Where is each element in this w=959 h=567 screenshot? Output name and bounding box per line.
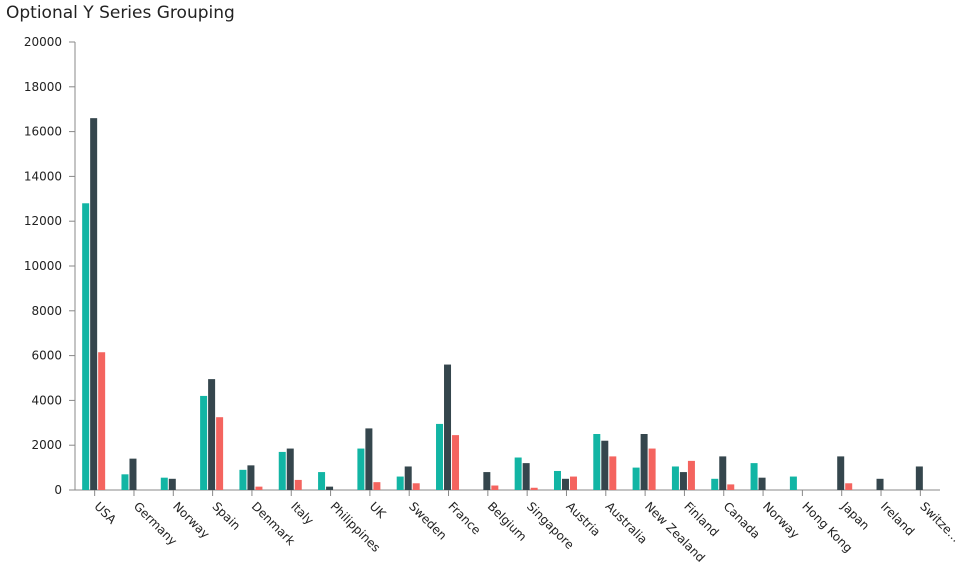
bar bbox=[514, 457, 522, 490]
bar bbox=[522, 463, 530, 490]
y-tick-label: 4000 bbox=[31, 393, 62, 407]
bar bbox=[98, 352, 106, 490]
x-tick-label: Sweden bbox=[406, 499, 449, 542]
y-axis: 0 2000 4000 6000 8000 10000 12000 14000 16000 180… bbox=[24, 35, 76, 497]
bar bbox=[357, 448, 365, 490]
bar bbox=[168, 478, 176, 490]
bar bbox=[404, 466, 412, 490]
x-tick-label: France bbox=[445, 499, 483, 537]
x-tick-label: Italy bbox=[288, 499, 316, 527]
x-tick-label: Spain bbox=[209, 499, 243, 533]
bar bbox=[758, 477, 766, 490]
bar bbox=[412, 483, 420, 490]
bar bbox=[671, 466, 679, 490]
bar bbox=[436, 423, 444, 490]
bar bbox=[90, 118, 98, 490]
bar bbox=[837, 456, 845, 490]
bar bbox=[82, 203, 90, 490]
bar bbox=[561, 478, 569, 490]
bar bbox=[129, 458, 137, 490]
bar bbox=[483, 472, 491, 490]
bar bbox=[601, 440, 609, 490]
y-tick-label: 20000 bbox=[24, 35, 62, 49]
bar bbox=[530, 487, 538, 490]
bar bbox=[553, 470, 561, 490]
bar bbox=[491, 485, 499, 490]
y-tick-label: 14000 bbox=[24, 169, 62, 183]
bar bbox=[160, 477, 168, 490]
x-tick-label: Canada bbox=[721, 499, 763, 541]
x-tick-label: Belgium bbox=[485, 499, 530, 544]
y-tick-label: 2000 bbox=[31, 438, 62, 452]
x-tick-label: Australia bbox=[603, 499, 650, 546]
y-tick-label: 16000 bbox=[24, 125, 62, 139]
bar bbox=[719, 456, 727, 490]
bar bbox=[208, 379, 216, 490]
bar bbox=[679, 472, 687, 490]
bar bbox=[255, 486, 263, 490]
bar bbox=[121, 474, 129, 490]
bar bbox=[845, 483, 853, 490]
bar bbox=[711, 478, 719, 490]
x-tick-label: Japan bbox=[838, 499, 872, 533]
bar bbox=[294, 479, 302, 490]
x-tick-label: Austria bbox=[563, 499, 603, 539]
bar bbox=[452, 435, 460, 490]
bar bbox=[789, 476, 797, 490]
bar bbox=[648, 448, 656, 490]
bar bbox=[727, 484, 735, 490]
bar bbox=[444, 364, 452, 490]
y-tick-label: 8000 bbox=[31, 304, 62, 318]
bar bbox=[200, 395, 208, 490]
bar bbox=[569, 476, 577, 490]
bar bbox=[373, 482, 381, 490]
y-tick-label: 12000 bbox=[24, 214, 62, 228]
bar bbox=[365, 428, 373, 490]
x-tick-label: Norway bbox=[760, 499, 802, 541]
bar bbox=[609, 456, 617, 490]
y-tick-label: 10000 bbox=[24, 259, 62, 273]
bar bbox=[286, 448, 294, 490]
y-tick-label: 6000 bbox=[31, 349, 62, 363]
bar bbox=[216, 417, 224, 490]
bar bbox=[278, 451, 286, 490]
chart-title: Optional Y Series Grouping bbox=[6, 3, 235, 23]
bar bbox=[326, 486, 334, 490]
x-tick-label: Ireland bbox=[878, 499, 917, 538]
bar bbox=[640, 434, 648, 490]
bar bbox=[396, 476, 404, 490]
bar bbox=[750, 463, 758, 490]
y-tick-label: 0 bbox=[54, 483, 62, 497]
bar bbox=[876, 478, 884, 490]
bar bbox=[632, 467, 640, 490]
bar bbox=[239, 469, 247, 490]
x-tick-label: UK bbox=[367, 499, 389, 521]
bar bbox=[247, 465, 255, 490]
x-tick-label: USA bbox=[92, 499, 120, 527]
y-tick-label: 18000 bbox=[24, 80, 62, 94]
bar bbox=[318, 472, 326, 490]
bar bbox=[687, 460, 695, 490]
bars bbox=[82, 118, 923, 490]
bar bbox=[593, 434, 601, 490]
bar bbox=[915, 466, 923, 490]
x-tick-label: Switze... bbox=[917, 499, 959, 545]
